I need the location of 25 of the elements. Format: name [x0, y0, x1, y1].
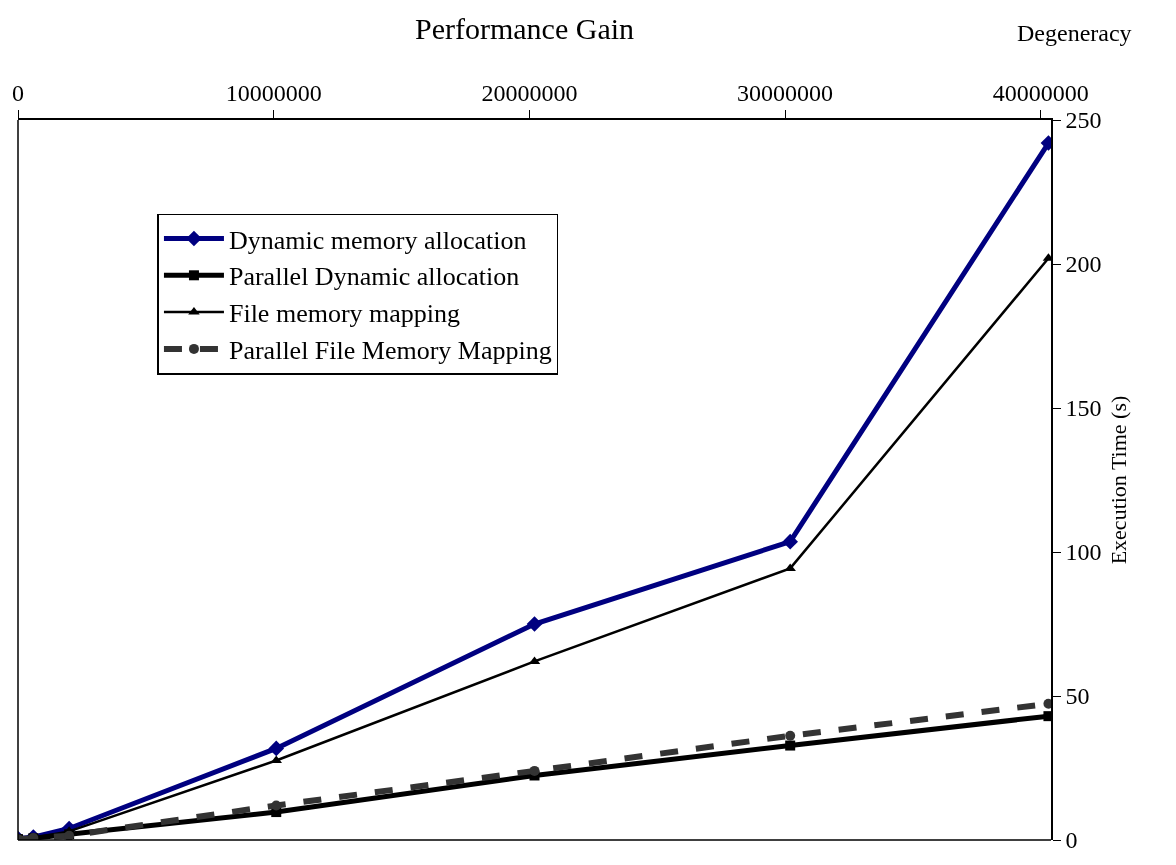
point [271, 800, 282, 811]
legend-label: Parallel Dynamic allocation [228, 262, 520, 292]
y-tick-label: 100 [1065, 539, 1102, 566]
y-tick-label: 200 [1065, 251, 1102, 278]
point [526, 616, 543, 632]
y-tick-label: 50 [1065, 683, 1090, 710]
point [268, 740, 285, 757]
x-tick-label: 20000000 [481, 79, 578, 106]
point [785, 740, 796, 751]
y-tick-label: 250 [1065, 107, 1102, 134]
point [529, 765, 540, 776]
legend-label: Parallel File Memory Mapping [228, 336, 552, 366]
y-tick-label: 0 [1065, 827, 1078, 854]
x-tick-label: 0 [12, 79, 24, 106]
x-tick-label: 30000000 [737, 79, 834, 106]
point [782, 533, 798, 550]
y-axis-title: Execution Time (s) [1105, 395, 1131, 565]
point [785, 730, 796, 741]
legend-label: Dynamic memory allocation [228, 225, 527, 255]
x-axis-title: Degeneracy [1017, 20, 1132, 46]
x-tick-label: 40000000 [992, 79, 1089, 106]
legend-label: File memory mapping [228, 299, 461, 329]
y-tick-label: 150 [1065, 395, 1102, 422]
x-tick-label: 10000000 [225, 79, 322, 106]
chart-title: Performance Gain [415, 12, 635, 45]
